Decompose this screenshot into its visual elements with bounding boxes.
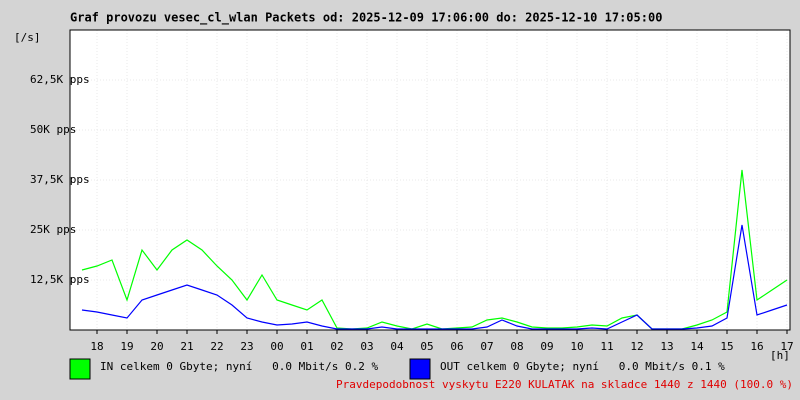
x-tick-label: 16 bbox=[750, 340, 763, 353]
y-tick-label: 50K pps bbox=[30, 123, 76, 136]
x-tick-label: 20 bbox=[150, 340, 163, 353]
x-tick-label: 04 bbox=[390, 340, 404, 353]
x-tick-label: 13 bbox=[660, 340, 673, 353]
x-tick-label: 14 bbox=[690, 340, 704, 353]
x-tick-label: 03 bbox=[360, 340, 373, 353]
x-tick-label: 07 bbox=[480, 340, 493, 353]
x-tick-label: 15 bbox=[720, 340, 733, 353]
x-tick-label: 21 bbox=[180, 340, 193, 353]
x-tick-label: 06 bbox=[450, 340, 463, 353]
x-tick-label: 09 bbox=[540, 340, 553, 353]
y-tick-label: 62,5K pps bbox=[30, 73, 90, 86]
x-tick-label: 08 bbox=[510, 340, 523, 353]
x-tick-label: 12 bbox=[630, 340, 643, 353]
x-tick-label: 05 bbox=[420, 340, 433, 353]
y-tick-label: 12,5K pps bbox=[30, 273, 90, 286]
plot-frame bbox=[69, 29, 791, 331]
x-tick-label: 10 bbox=[570, 340, 583, 353]
x-tick-label: 17 bbox=[780, 340, 793, 353]
x-tick-label: 18 bbox=[90, 340, 103, 353]
x-tick-label: 23 bbox=[240, 340, 253, 353]
y-axis-label: [/s] bbox=[14, 31, 41, 44]
x-tick-label: 11 bbox=[600, 340, 613, 353]
legend-swatch bbox=[69, 358, 91, 380]
y-tick-label: 25K pps bbox=[30, 223, 76, 236]
series-line bbox=[81, 224, 788, 330]
legend-label: OUT celkem 0 Gbyte; nyní 0.0 Mbit/s 0.1 … bbox=[440, 360, 725, 373]
legend-label: IN celkem 0 Gbyte; nyní 0.0 Mbit/s 0.2 % bbox=[100, 360, 379, 373]
x-tick-label: 00 bbox=[270, 340, 283, 353]
x-axis-label: [h] bbox=[770, 349, 790, 362]
y-tick-label: 37,5K pps bbox=[30, 173, 90, 186]
x-tick-label: 02 bbox=[330, 340, 343, 353]
x-tick-label: 22 bbox=[210, 340, 223, 353]
note: Pravdepodobnost vyskytu E220 KULATAK na … bbox=[336, 378, 793, 391]
chart-title: Graf provozu vesec_cl_wlan Packets od: 2… bbox=[70, 11, 662, 26]
x-tick-label: 19 bbox=[120, 340, 133, 353]
legend-swatch bbox=[409, 358, 431, 380]
x-tick-label: 01 bbox=[300, 340, 313, 353]
